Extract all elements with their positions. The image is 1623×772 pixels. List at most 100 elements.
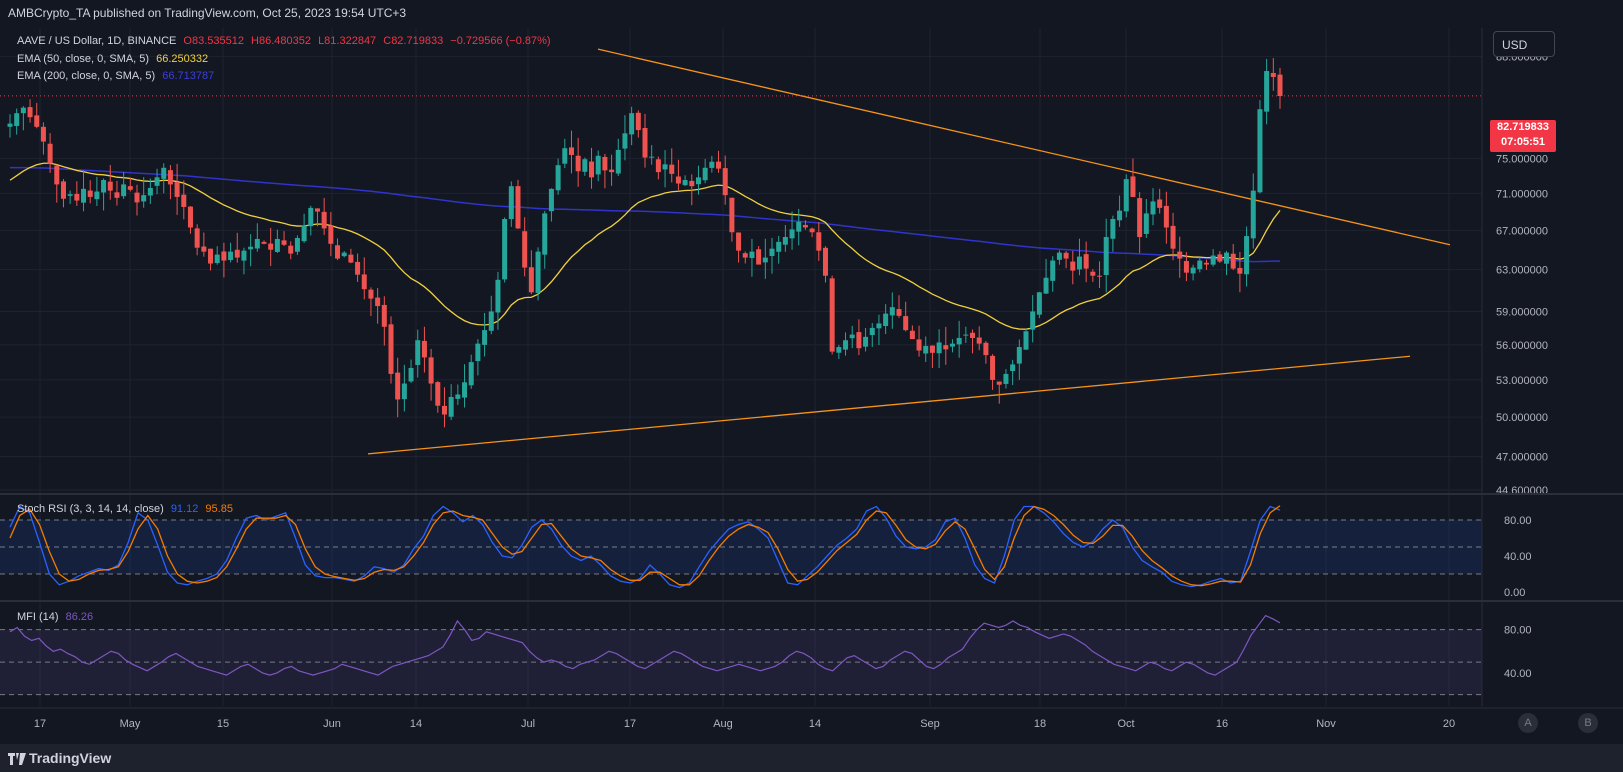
price-tick-label: 75.000000 [1496,153,1548,165]
candle-body [669,164,675,174]
candle-body [368,289,374,299]
candle-body [528,267,534,293]
open-value: O83.535512 [183,35,244,47]
price-tick-label: 71.000000 [1496,188,1548,200]
candle-body [822,247,828,276]
pane-b-button[interactable]: B [1578,713,1598,733]
time-tick-label: 16 [1216,718,1228,730]
time-tick-label: Aug [713,718,733,730]
candle-body [401,383,407,400]
candle-body [154,177,160,186]
candle-body [34,115,40,127]
candle-body [1264,71,1270,112]
lower-trendline [367,355,1411,455]
price-tick-label: 59.000000 [1496,306,1548,318]
candle-body [254,238,260,249]
candle-body [1237,267,1243,274]
candle-body [896,309,902,316]
candles [7,58,1283,428]
candle-body [816,232,822,251]
candle-body [756,249,762,265]
mfi-legend[interactable]: MFI (14) 86.26 [17,611,97,623]
chart-canvas[interactable]: 88.00000075.00000071.00000067.00000063.0… [0,0,1623,744]
candle-body [428,357,434,384]
ema50-label: EMA (50, close, 0, SMA, 5) [17,53,150,65]
candle-body [675,176,681,184]
candle-body [455,394,461,399]
candle-body [1163,205,1169,228]
candle-body [1157,199,1163,208]
candle-body [829,278,835,352]
time-tick-label: Sep [920,718,940,730]
candle-body [575,155,581,172]
candle-body [502,219,508,280]
candle-body [107,181,113,191]
candle-body [381,304,387,327]
candle-body [1183,261,1189,273]
candle-body [74,193,80,201]
stoch-d-path [9,505,1281,587]
candle-body [655,159,661,173]
stoch-tick-label: 0.00 [1504,587,1525,599]
candle-body [1177,251,1183,259]
ema200-line [9,166,1281,263]
candle-body [1130,176,1136,197]
candle-body [1224,252,1230,264]
candle-body [421,340,427,358]
candle-body [341,252,347,257]
candle-body [1137,198,1143,238]
ema50-line [9,162,1281,330]
pane-dividers[interactable] [0,493,1623,602]
candle-body [729,197,735,233]
candle-body [682,179,688,186]
price-tick-label: 56.000000 [1496,340,1548,352]
candle-body [903,316,909,331]
candle-body [1043,277,1049,294]
symbol-name[interactable]: AAVE / US Dollar, 1D, BINANCE [17,35,177,47]
candle-body [548,188,554,212]
candle-body [241,250,247,261]
time-axis[interactable]: 17 May 15 Jun 14 Jul 17 Aug 14 Sep 18 Oct 16 Nov 20 [0,707,1623,730]
currency-button[interactable]: USD [1493,31,1555,57]
pane-a-button[interactable]: A [1518,713,1538,733]
last-price-tag: 82.719833 07:05:51 [1490,120,1556,152]
candle-body [248,246,254,250]
candle-body [355,261,361,275]
candle-body [1257,109,1263,193]
candle-body [876,323,882,329]
candle-body [863,336,869,347]
publisher-text: AMBCrypto_TA published on TradingView.co… [8,6,407,20]
time-tick-label: 20 [1443,718,1455,730]
ema200-legend[interactable]: EMA (200, close, 0, SMA, 5) 66.713787 [17,70,218,82]
candle-body [1250,190,1256,239]
time-tick-label: Jul [521,718,535,730]
candle-body [187,206,193,228]
tradingview-logo[interactable]: TradingView [8,750,111,766]
mfi-band [0,629,1482,696]
time-tick-label: 17 [34,718,46,730]
candle-body [1117,210,1123,221]
candle-body [802,224,808,228]
candle-body [736,232,742,251]
ema50-legend[interactable]: EMA (50, close, 0, SMA, 5) 66.250332 [17,53,212,65]
candle-body [622,133,628,149]
time-tick-label: May [120,718,141,730]
brand-name: TradingView [29,750,112,766]
candle-body [582,159,588,172]
candle-body [7,123,13,127]
candle-body [161,167,167,179]
candle-body [936,342,942,354]
candle-body [1076,256,1082,270]
mfi-label: MFI (14) [17,611,59,623]
high-value: H86.480352 [251,35,311,47]
candle-body [335,245,341,259]
candle-body [629,113,635,135]
stoch-tick-label: 40.00 [1504,551,1532,563]
candle-body [976,337,982,344]
stoch-legend[interactable]: Stoch RSI (3, 3, 14, 14, close) 91.12 95… [17,503,237,515]
candle-body [796,221,802,232]
candle-body [1270,72,1276,77]
candle-body [475,343,481,362]
candle-body [87,190,93,197]
price-tick-label: 63.000000 [1496,265,1548,277]
